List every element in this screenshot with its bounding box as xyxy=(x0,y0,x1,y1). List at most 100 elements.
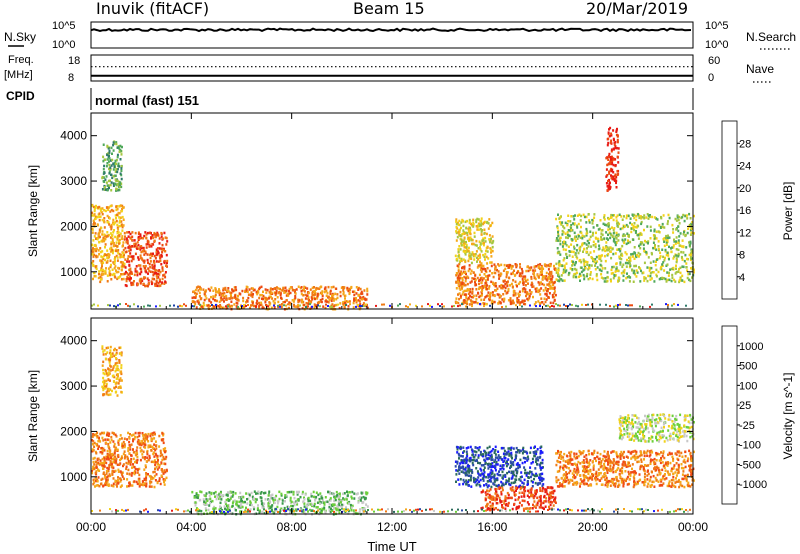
data-cell xyxy=(271,504,274,507)
data-cell xyxy=(121,206,124,209)
data-cell xyxy=(574,239,577,242)
data-cell xyxy=(149,231,152,235)
data-cell xyxy=(313,291,316,294)
data-cell xyxy=(253,288,256,292)
data-cell xyxy=(118,438,121,441)
data-cell xyxy=(118,359,121,362)
data-cell xyxy=(119,470,122,473)
data-cell xyxy=(161,243,164,247)
data-cell xyxy=(486,287,488,291)
data-cell xyxy=(339,501,342,504)
data-cell xyxy=(223,296,226,300)
data-cell xyxy=(690,225,693,229)
data-cell xyxy=(209,305,211,307)
data-cell xyxy=(195,292,198,295)
data-cell xyxy=(104,158,107,161)
data-cell xyxy=(321,499,324,503)
data-cell xyxy=(490,453,493,457)
data-cell xyxy=(553,292,556,295)
data-cell xyxy=(478,253,481,256)
data-cell xyxy=(637,255,640,258)
data-cell xyxy=(223,295,226,299)
data-cell xyxy=(681,239,684,242)
data-cell xyxy=(661,222,664,226)
data-cell xyxy=(102,472,105,475)
data-cell xyxy=(488,274,491,277)
data-cell xyxy=(674,280,677,283)
data-cell xyxy=(164,457,167,461)
data-cell xyxy=(206,499,209,503)
data-cell xyxy=(685,304,687,307)
data-cell xyxy=(360,492,363,495)
data-cell xyxy=(668,236,671,239)
data-cell xyxy=(515,304,517,307)
data-cell xyxy=(460,257,463,261)
data-cell xyxy=(534,301,537,304)
data-cell xyxy=(299,495,302,499)
data-cell xyxy=(455,272,458,275)
data-cell xyxy=(601,254,603,257)
data-cell xyxy=(319,286,322,289)
data-cell xyxy=(103,164,106,168)
data-cell xyxy=(131,471,134,475)
data-cell xyxy=(617,161,620,164)
data-cell xyxy=(524,284,527,287)
data-cell xyxy=(226,504,229,507)
data-cell xyxy=(246,290,249,294)
data-cell xyxy=(314,293,316,296)
data-cell xyxy=(655,248,658,251)
data-cell xyxy=(116,179,119,183)
data-cell xyxy=(92,247,94,250)
data-cell xyxy=(583,215,586,219)
data-cell xyxy=(480,262,483,265)
data-cell xyxy=(103,217,106,220)
data-cell xyxy=(459,234,462,237)
data-cell xyxy=(349,303,351,306)
data-cell xyxy=(535,452,538,456)
data-cell xyxy=(461,278,464,282)
data-cell xyxy=(110,159,112,162)
data-cell xyxy=(567,245,570,248)
data-cell xyxy=(475,239,478,243)
data-cell xyxy=(136,440,139,444)
data-cell xyxy=(650,266,653,270)
data-cell xyxy=(478,473,481,476)
data-cell xyxy=(321,290,324,293)
data-cell xyxy=(591,222,594,225)
data-cell xyxy=(146,456,149,459)
data-cell xyxy=(246,300,249,303)
data-cell xyxy=(594,268,597,271)
data-cell xyxy=(99,459,102,462)
data-cell xyxy=(247,497,250,501)
data-cell xyxy=(124,266,127,269)
data-cell xyxy=(117,251,120,255)
data-cell xyxy=(336,494,339,497)
data-cell xyxy=(313,306,316,309)
data-cell xyxy=(667,220,669,223)
data-cell xyxy=(107,445,110,448)
data-cell xyxy=(277,287,280,290)
data-cell xyxy=(482,264,485,268)
data-cell xyxy=(104,253,107,256)
data-cell xyxy=(324,306,327,310)
data-cell xyxy=(501,287,504,290)
data-cell xyxy=(101,250,104,253)
data-cell xyxy=(220,299,223,302)
data-cell xyxy=(152,452,155,456)
data-cell xyxy=(272,498,275,502)
data-cell xyxy=(152,236,155,240)
data-cell xyxy=(112,143,115,147)
data-cell xyxy=(108,464,111,467)
data-cell xyxy=(273,287,276,290)
data-cell xyxy=(123,445,126,449)
data-cell xyxy=(668,245,670,249)
data-cell xyxy=(622,225,625,229)
data-cell xyxy=(508,454,511,457)
data-cell xyxy=(471,277,474,280)
data-cell xyxy=(301,490,304,494)
data-cell xyxy=(283,304,285,307)
data-cell xyxy=(479,227,482,231)
data-cell xyxy=(352,301,355,305)
data-cell xyxy=(477,291,479,295)
data-cell xyxy=(471,305,473,308)
